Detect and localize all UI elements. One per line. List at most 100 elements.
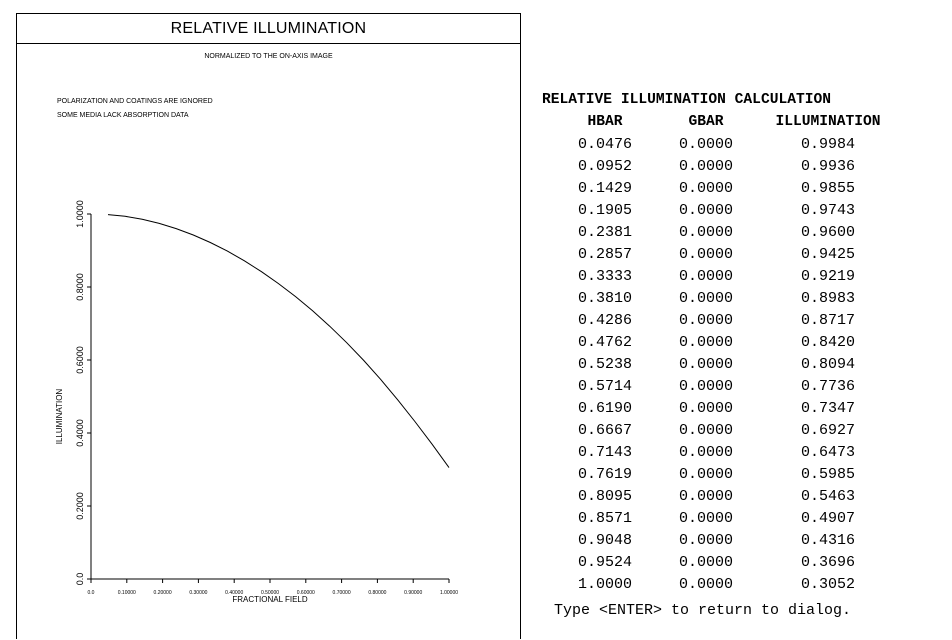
illumination-cell: 0.5463 [800, 488, 855, 505]
illumination-curve [107, 214, 450, 468]
x-tick-label: 0.30000 [189, 590, 207, 596]
table-row: 0.9524 0.0000 0.3696 [540, 554, 950, 576]
illumination-cell: 0.3052 [800, 576, 855, 593]
table-row: 0.5714 0.0000 0.7736 [540, 378, 950, 400]
illumination-cell: 0.9425 [800, 246, 855, 263]
illumination-cell: 0.9936 [800, 158, 855, 175]
hbar-cell: 0.5238 [577, 356, 632, 373]
hbar-cell: 0.6667 [577, 422, 632, 439]
x-tick-label: 0.10000 [118, 590, 136, 596]
y-tick-label: 0.6000 [75, 346, 85, 374]
gbar-cell: 0.0000 [678, 576, 733, 593]
plot-subtitle: NORMALIZED TO THE ON-AXIS IMAGE [204, 53, 333, 60]
gbar-cell: 0.0000 [678, 180, 733, 197]
illumination-cell: 0.3696 [800, 554, 855, 571]
gbar-cell: 0.0000 [678, 158, 733, 175]
gbar-cell: 0.0000 [678, 246, 733, 263]
illumination-cell: 0.6473 [800, 444, 855, 461]
table-row: 0.6190 0.0000 0.7347 [540, 400, 950, 422]
illumination-cell: 0.9855 [800, 180, 855, 197]
hbar-cell: 0.0952 [577, 158, 632, 175]
hbar-cell: 0.9048 [577, 532, 632, 549]
table-title: RELATIVE ILLUMINATION CALCULATION [542, 92, 832, 108]
x-axis-title: FRACTIONAL FIELD [232, 595, 307, 604]
header-illumination: ILLUMINATION [775, 114, 881, 130]
hbar-cell: 1.0000 [577, 576, 632, 593]
hbar-cell: 0.1905 [577, 202, 632, 219]
illumination-cell: 0.7347 [800, 400, 855, 417]
hbar-cell: 0.2857 [577, 246, 632, 263]
illumination-cell: 0.9219 [800, 268, 855, 285]
illumination-cell: 0.4316 [800, 532, 855, 549]
hbar-cell: 0.9524 [577, 554, 632, 571]
x-tick-label: 0.90000 [404, 590, 422, 596]
table-row: 0.1905 0.0000 0.9743 [540, 202, 950, 224]
table-row: 0.4762 0.0000 0.8420 [540, 334, 950, 356]
table-row: 0.7143 0.0000 0.6473 [540, 444, 950, 466]
table-row: 0.3810 0.0000 0.8983 [540, 290, 950, 312]
gbar-cell: 0.0000 [678, 422, 733, 439]
illumination-chart: 0.0 0.10000 0.20000 0.30000 0.40000 0.50000 0.… [55, 200, 458, 604]
illumination-cell: 0.9600 [800, 224, 855, 241]
illumination-cell: 0.9743 [800, 202, 855, 219]
hbar-cell: 0.7619 [577, 466, 632, 483]
x-tick-label: 1.00000 [440, 590, 458, 596]
y-tick-label: 0.2000 [75, 492, 85, 520]
hbar-cell: 0.5714 [577, 378, 632, 395]
gbar-cell: 0.0000 [678, 136, 733, 153]
hbar-cell: 0.7143 [577, 444, 632, 461]
illumination-cell: 0.7736 [800, 378, 855, 395]
gbar-cell: 0.0000 [678, 312, 733, 329]
gbar-cell: 0.0000 [678, 378, 733, 395]
hbar-cell: 0.1429 [577, 180, 632, 197]
note-absorption: SOME MEDIA LACK ABSORPTION DATA [57, 112, 189, 119]
illumination-cell: 0.4907 [800, 510, 855, 527]
y-tick-label: 0.8000 [75, 273, 85, 301]
hbar-cell: 0.4286 [577, 312, 632, 329]
plot-title: RELATIVE ILLUMINATION [17, 14, 520, 44]
table-row: 0.2381 0.0000 0.9600 [540, 224, 950, 246]
table-row: 0.6667 0.0000 0.6927 [540, 422, 950, 444]
plot-panel: RELATIVE ILLUMINATION NORMALIZED TO THE … [16, 13, 521, 639]
table-row: 1.0000 0.0000 0.3052 [540, 576, 950, 598]
illumination-cell: 0.8717 [800, 312, 855, 329]
gbar-cell: 0.0000 [678, 334, 733, 351]
y-tick-label: 1.0000 [75, 200, 85, 228]
table-row: 0.2857 0.0000 0.9425 [540, 246, 950, 268]
x-tick-label: 0.0 [88, 590, 95, 596]
table-row: 0.8571 0.0000 0.4907 [540, 510, 950, 532]
hbar-cell: 0.6190 [577, 400, 632, 417]
hbar-cell: 0.8571 [577, 510, 632, 527]
y-tick-label: 0.4000 [75, 419, 85, 447]
gbar-cell: 0.0000 [678, 290, 733, 307]
gbar-cell: 0.0000 [678, 488, 733, 505]
illumination-cell: 0.8420 [800, 334, 855, 351]
gbar-cell: 0.0000 [678, 224, 733, 241]
hbar-cell: 0.0476 [577, 136, 632, 153]
table-row: 0.3333 0.0000 0.9219 [540, 268, 950, 290]
return-prompt: Type <ENTER> to return to dialog. [554, 602, 852, 619]
x-tick-label: 0.50000 [261, 590, 279, 596]
header-gbar: GBAR [688, 114, 724, 130]
table-row: 0.1429 0.0000 0.9855 [540, 180, 950, 202]
header-hbar: HBAR [587, 114, 623, 130]
x-tick-label: 0.80000 [368, 590, 386, 596]
x-tick-label: 0.40000 [225, 590, 243, 596]
illumination-cell: 0.5985 [800, 466, 855, 483]
x-tick-label: 0.20000 [154, 590, 172, 596]
gbar-cell: 0.0000 [678, 466, 733, 483]
gbar-cell: 0.0000 [678, 554, 733, 571]
table-row: 0.4286 0.0000 0.8717 [540, 312, 950, 334]
note-polarization: POLARIZATION AND COATINGS ARE IGNORED [57, 98, 213, 105]
hbar-cell: 0.4762 [577, 334, 632, 351]
hbar-cell: 0.2381 [577, 224, 632, 241]
hbar-cell: 0.3810 [577, 290, 632, 307]
x-tick-label: 0.70000 [333, 590, 351, 596]
gbar-cell: 0.0000 [678, 400, 733, 417]
gbar-cell: 0.0000 [678, 268, 733, 285]
hbar-cell: 0.3333 [577, 268, 632, 285]
table-row: 0.5238 0.0000 0.8094 [540, 356, 950, 378]
table-row: 0.0476 0.0000 0.9984 [540, 136, 950, 158]
table-row: 0.9048 0.0000 0.4316 [540, 532, 950, 554]
gbar-cell: 0.0000 [678, 510, 733, 527]
